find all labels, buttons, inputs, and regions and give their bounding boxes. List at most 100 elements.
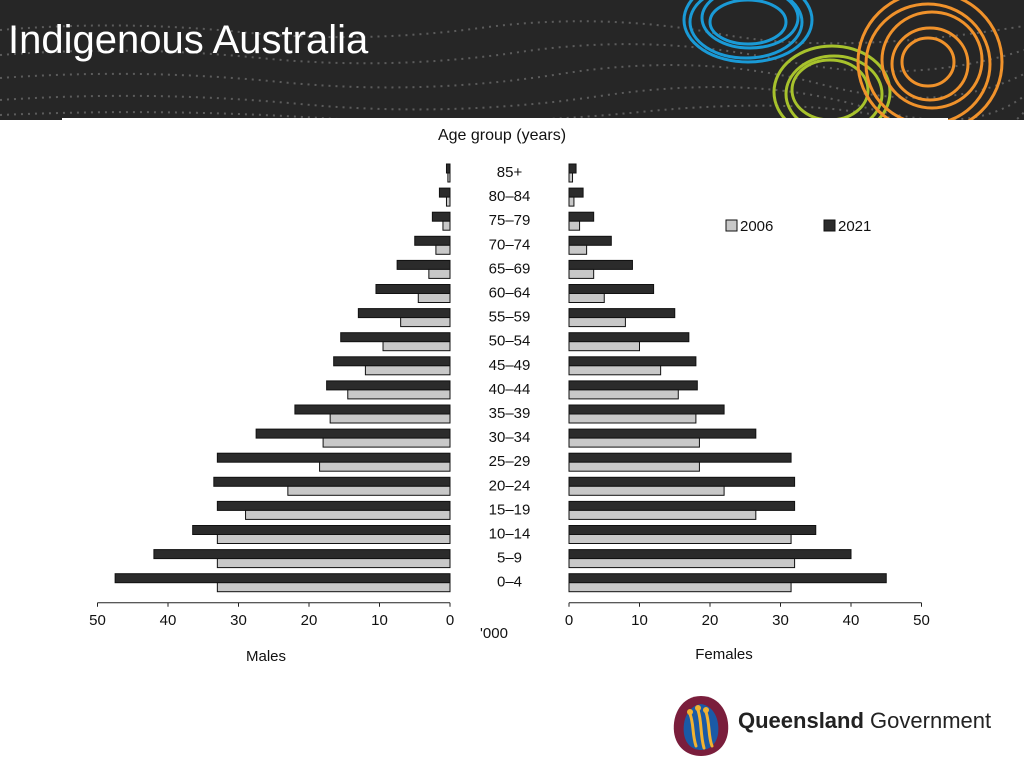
queensland-emblem-icon xyxy=(673,696,729,756)
bar-male-2006-17 xyxy=(216,582,451,593)
bar-male-2006-2 xyxy=(442,220,451,231)
legend-swatch-2006 xyxy=(725,219,738,232)
bar-female-2006-2 xyxy=(568,220,581,231)
bar-female-2021-13 xyxy=(568,476,796,487)
bar-female-2021-4 xyxy=(568,259,633,270)
male-tick-label: 30 xyxy=(230,612,247,629)
logo-text-regular: Government xyxy=(870,708,992,733)
bar-male-2021-10 xyxy=(294,404,451,415)
bar-male-2021-7 xyxy=(340,332,451,343)
age-group-label: 35–39 xyxy=(489,405,531,422)
banner-decoration xyxy=(0,0,1024,120)
logo-text-bold: Queensland xyxy=(738,708,864,733)
bar-female-2021-10 xyxy=(568,404,725,415)
chart-legend: 2006 2021 xyxy=(725,218,871,235)
bar-male-2006-10 xyxy=(329,413,451,424)
bar-female-2021-15 xyxy=(568,525,817,535)
male-tick-label: 10 xyxy=(371,612,388,629)
bar-male-2006-6 xyxy=(400,317,451,328)
age-group-label: 55–59 xyxy=(489,309,531,326)
male-tick-label: 40 xyxy=(160,612,177,629)
bar-female-2021-11 xyxy=(568,428,757,439)
bar-male-2021-0 xyxy=(445,163,451,174)
age-group-label: 60–64 xyxy=(489,285,531,302)
age-group-label: 10–14 xyxy=(489,526,531,543)
bar-male-2021-5 xyxy=(375,284,451,294)
bar-female-2006-14 xyxy=(568,509,757,520)
age-group-label: 75–79 xyxy=(489,212,531,229)
bar-male-2021-15 xyxy=(192,525,451,535)
female-tick-label: 0 xyxy=(565,612,573,629)
bar-male-2006-9 xyxy=(347,389,451,400)
bar-male-2006-16 xyxy=(216,558,451,569)
bar-female-2006-0 xyxy=(568,172,574,183)
bar-female-2021-3 xyxy=(568,235,612,246)
female-tick-label: 10 xyxy=(631,612,648,629)
bar-male-2021-14 xyxy=(216,500,451,511)
bar-female-2006-11 xyxy=(568,437,700,448)
bar-male-2021-9 xyxy=(326,380,451,391)
orange-ring-icon xyxy=(856,0,1004,120)
age-group-label: 15–19 xyxy=(489,501,531,518)
age-group-label: 40–44 xyxy=(489,381,531,398)
bar-male-2006-11 xyxy=(322,437,451,448)
population-pyramid-chart: Age group (years) 85+ 80–84 75–79 70–74 65–6… xyxy=(62,118,948,674)
bar-female-2021-0 xyxy=(568,163,577,174)
female-tick-label: 30 xyxy=(772,612,789,629)
age-group-label: 65–69 xyxy=(489,260,531,277)
bar-female-2006-3 xyxy=(568,244,588,255)
bar-female-2021-16 xyxy=(568,549,852,560)
bar-male-2006-1 xyxy=(445,196,451,207)
bar-male-2021-16 xyxy=(153,549,451,560)
queensland-government-logo: Queensland Government xyxy=(668,690,991,758)
age-group-label: 20–24 xyxy=(489,477,531,494)
male-tick-label: 50 xyxy=(89,612,106,629)
age-group-label: 25–29 xyxy=(489,453,531,470)
bar-female-2006-5 xyxy=(568,293,605,303)
legend-swatch-2021 xyxy=(823,219,836,232)
bar-female-2021-9 xyxy=(568,380,698,391)
bar-female-2006-13 xyxy=(568,485,725,496)
bar-female-2006-7 xyxy=(568,341,640,352)
bar-female-2021-2 xyxy=(568,211,595,222)
bar-male-2006-3 xyxy=(435,244,451,255)
bar-female-2006-17 xyxy=(568,582,792,593)
pyramid-svg: Age group (years) 85+ 80–84 75–79 70–74 65–6… xyxy=(89,127,930,665)
male-tick-label: 0 xyxy=(446,612,454,629)
logo-text: Queensland Government xyxy=(738,708,991,734)
bar-male-2006-7 xyxy=(382,341,451,352)
bar-male-2021-6 xyxy=(357,308,451,319)
age-group-label: 70–74 xyxy=(489,236,531,253)
bar-male-2006-8 xyxy=(364,365,451,376)
female-tick-label: 20 xyxy=(702,612,719,629)
age-group-label: 85+ xyxy=(497,164,523,181)
age-group-label: 5–9 xyxy=(497,550,522,567)
bar-female-2021-12 xyxy=(568,452,792,463)
green-ring-icon xyxy=(772,44,892,120)
bar-male-2006-12 xyxy=(319,461,451,472)
bar-male-2021-8 xyxy=(333,356,451,367)
bar-male-2006-14 xyxy=(245,509,451,520)
age-group-label: 30–34 xyxy=(489,429,531,446)
bar-female-2006-16 xyxy=(568,558,796,569)
bar-female-2006-10 xyxy=(568,413,697,424)
bar-female-2021-7 xyxy=(568,332,690,343)
age-group-label: 50–54 xyxy=(489,333,531,350)
males-axis-label: Males xyxy=(246,648,286,665)
bar-male-2021-12 xyxy=(216,452,451,463)
age-group-label: 45–49 xyxy=(489,357,531,374)
bar-female-2021-6 xyxy=(568,308,676,319)
chart-title: Age group (years) xyxy=(438,127,566,144)
bar-male-2006-15 xyxy=(216,534,451,544)
male-tick-label: 20 xyxy=(301,612,318,629)
bar-female-2021-1 xyxy=(568,187,584,198)
bar-male-2006-4 xyxy=(428,268,451,279)
bar-male-2021-11 xyxy=(255,428,451,439)
bar-female-2021-14 xyxy=(568,500,796,511)
slide-title: Indigenous Australia xyxy=(8,18,369,62)
bar-female-2006-15 xyxy=(568,534,792,544)
bar-male-2021-2 xyxy=(431,211,451,222)
legend-label-2006: 2006 xyxy=(740,218,773,235)
bar-female-2006-6 xyxy=(568,317,626,328)
bar-male-2021-1 xyxy=(438,187,451,198)
